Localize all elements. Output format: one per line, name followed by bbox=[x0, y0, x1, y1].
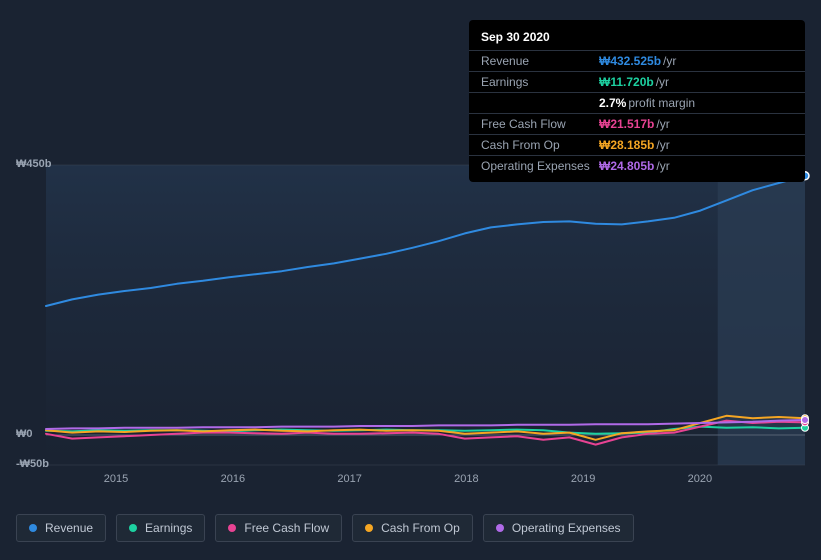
y-axis-label: ₩450b bbox=[16, 158, 51, 170]
x-axis-label: 2019 bbox=[571, 473, 595, 485]
chart-canvas bbox=[16, 155, 805, 475]
tooltip-label: Cash From Op bbox=[481, 138, 599, 152]
y-axis-label: -₩50b bbox=[16, 458, 49, 470]
legend-swatch bbox=[496, 524, 504, 532]
legend-swatch bbox=[129, 524, 137, 532]
tooltip-label bbox=[481, 96, 599, 110]
legend-item-revenue[interactable]: Revenue bbox=[16, 514, 106, 542]
x-axis-label: 2015 bbox=[104, 473, 128, 485]
tooltip-unit: /yr bbox=[656, 138, 669, 152]
tooltip-row: Earnings₩11.720b /yr bbox=[469, 71, 805, 92]
tooltip-row: Cash From Op₩28.185b /yr bbox=[469, 134, 805, 155]
x-axis-label: 2017 bbox=[337, 473, 361, 485]
tooltip-unit: /yr bbox=[656, 159, 669, 173]
legend-label: Revenue bbox=[45, 521, 93, 535]
x-axis-label: 2018 bbox=[454, 473, 478, 485]
legend-item-earnings[interactable]: Earnings bbox=[116, 514, 205, 542]
tooltip-unit: /yr bbox=[663, 54, 676, 68]
legend-label: Free Cash Flow bbox=[244, 521, 329, 535]
tooltip-value: ₩432.525b bbox=[599, 54, 661, 68]
legend-swatch bbox=[29, 524, 37, 532]
legend-item-cfo[interactable]: Cash From Op bbox=[352, 514, 473, 542]
tooltip-date: Sep 30 2020 bbox=[469, 26, 805, 50]
financial-chart[interactable]: ₩450b₩0-₩50b 201520162017201820192020 bbox=[16, 155, 805, 475]
tooltip-unit: /yr bbox=[656, 117, 669, 131]
legend-item-opex[interactable]: Operating Expenses bbox=[483, 514, 634, 542]
legend-label: Operating Expenses bbox=[512, 521, 621, 535]
tooltip-label: Earnings bbox=[481, 75, 599, 89]
tooltip-label: Revenue bbox=[481, 54, 599, 68]
tooltip-value: ₩11.720b bbox=[599, 75, 654, 89]
tooltip-row: Revenue₩432.525b /yr bbox=[469, 50, 805, 71]
chart-tooltip: Sep 30 2020 Revenue₩432.525b /yrEarnings… bbox=[469, 20, 805, 182]
legend-swatch bbox=[228, 524, 236, 532]
tooltip-value: ₩28.185b bbox=[599, 138, 654, 152]
tooltip-label: Operating Expenses bbox=[481, 159, 599, 173]
tooltip-row: Free Cash Flow₩21.517b /yr bbox=[469, 113, 805, 134]
tooltip-value: ₩24.805b bbox=[599, 159, 654, 173]
tooltip-row: 2.7% profit margin bbox=[469, 92, 805, 113]
legend-label: Cash From Op bbox=[381, 521, 460, 535]
x-axis-label: 2016 bbox=[221, 473, 245, 485]
tooltip-value: 2.7% bbox=[599, 96, 626, 110]
y-axis-label: ₩0 bbox=[16, 428, 33, 440]
legend-label: Earnings bbox=[145, 521, 192, 535]
tooltip-unit: profit margin bbox=[628, 96, 695, 110]
tooltip-label: Free Cash Flow bbox=[481, 117, 599, 131]
tooltip-value: ₩21.517b bbox=[599, 117, 654, 131]
x-axis-label: 2020 bbox=[688, 473, 712, 485]
tooltip-unit: /yr bbox=[656, 75, 669, 89]
legend-item-fcf[interactable]: Free Cash Flow bbox=[215, 514, 342, 542]
chart-legend: Revenue Earnings Free Cash Flow Cash From O… bbox=[16, 514, 634, 542]
tooltip-row: Operating Expenses₩24.805b /yr bbox=[469, 155, 805, 176]
legend-swatch bbox=[365, 524, 373, 532]
